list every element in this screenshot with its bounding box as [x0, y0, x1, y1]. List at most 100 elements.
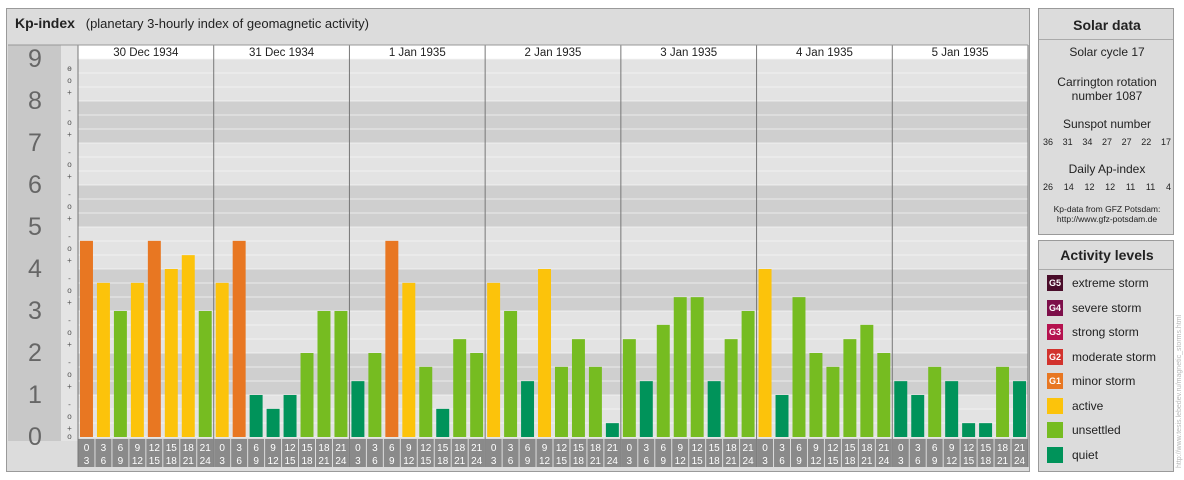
- hour-end-label: 3: [84, 456, 90, 467]
- kp-bar: [724, 339, 738, 437]
- day-label: 3 Jan 1935: [660, 47, 717, 59]
- hour-box: [638, 439, 655, 467]
- minor-tick-label: -: [68, 148, 71, 157]
- ap-values: 26 14 12 12 11 11 4: [1043, 182, 1171, 192]
- watermark: http://www.tesis.lebedev.ru/magnetic_sto…: [1176, 260, 1184, 470]
- hour-start-label: 9: [677, 443, 683, 454]
- kp-bar: [979, 423, 993, 437]
- carrington-line-2: number 1087: [1071, 89, 1143, 103]
- hour-box: [316, 439, 332, 467]
- minor-tick-label: o: [67, 328, 72, 337]
- day-label: 2 Jan 1935: [525, 47, 582, 59]
- minor-tick-label: -: [68, 232, 71, 241]
- hour-box: [824, 439, 841, 467]
- kp-chart-panel: Kp-index (planetary 3-hourly index of ge…: [6, 8, 1030, 472]
- hour-end-label: 6: [644, 456, 650, 467]
- day-label: 5 Jan 1935: [932, 47, 989, 59]
- kp-bar: [385, 240, 399, 437]
- hour-box: [740, 439, 757, 467]
- minor-tick-label: o: [67, 370, 72, 379]
- hour-start-label: 0: [219, 443, 225, 454]
- hour-start-label: 21: [878, 443, 890, 454]
- legend-swatch: G1: [1047, 373, 1063, 389]
- hour-end-label: 15: [149, 456, 161, 467]
- hour-start-label: 12: [420, 443, 432, 454]
- hour-box: [366, 439, 383, 467]
- hour-end-label: 24: [607, 456, 619, 467]
- minor-tick-label: -: [68, 274, 71, 283]
- hour-box: [960, 439, 977, 467]
- hour-start-label: 0: [84, 443, 90, 454]
- hour-end-label: 21: [590, 456, 602, 467]
- solar-data-title: Solar data: [1073, 17, 1141, 33]
- kp-bar: [775, 395, 789, 437]
- hour-end-label: 3: [355, 456, 361, 467]
- hour-end-label: 18: [301, 456, 313, 467]
- hour-start-label: 12: [556, 443, 568, 454]
- hour-start-label: 12: [963, 443, 975, 454]
- y-tick-label: 3: [28, 297, 42, 325]
- watermark-text: http://www.tesis.lebedev.ru/magnetic_sto…: [1176, 314, 1183, 468]
- legend-label: unsettled: [1072, 423, 1121, 437]
- ap-value: 11: [1125, 182, 1136, 192]
- y-tick-label: 6: [28, 171, 42, 199]
- hour-end-label: 12: [132, 456, 144, 467]
- kp-bar: [894, 381, 908, 437]
- minor-tick-label: -: [68, 64, 71, 73]
- hour-start-label: 15: [709, 443, 721, 454]
- minor-tick-label: o: [67, 412, 72, 421]
- kp-bar-chart: 0123456789+o-+o-+o-+o-+o-+o-+o-+o-+o-oo3…: [8, 44, 1029, 467]
- legend-item-unsettled: unsettled: [1047, 421, 1121, 439]
- sunspot-label: Sunspot number: [1062, 117, 1152, 131]
- hour-start-label: 3: [236, 443, 242, 454]
- chart-title-strip: Kp-index (planetary 3-hourly index of ge…: [15, 15, 369, 31]
- legend-item-extreme-storm: G5 extreme storm: [1047, 274, 1149, 292]
- kp-bar: [504, 311, 518, 437]
- hour-start-label: 3: [372, 443, 378, 454]
- day-label: 30 Dec 1934: [113, 47, 179, 59]
- kp-bar: [1013, 381, 1026, 437]
- hour-start-label: 21: [743, 443, 755, 454]
- hour-box: [977, 439, 994, 467]
- hour-box: [231, 439, 248, 467]
- hour-start-label: 15: [573, 443, 585, 454]
- hour-box: [434, 439, 451, 467]
- kp-bar: [147, 240, 161, 437]
- hour-start-label: 6: [525, 443, 531, 454]
- kp-bar: [843, 339, 857, 437]
- legend-swatch: G5: [1047, 275, 1063, 291]
- hour-box: [112, 439, 129, 467]
- kp-bar: [809, 353, 823, 437]
- hour-box: [621, 439, 638, 467]
- hour-start-label: 6: [253, 443, 259, 454]
- hour-end-label: 9: [932, 456, 938, 467]
- kp-bar: [656, 324, 670, 437]
- kp-bar: [80, 240, 93, 437]
- hour-box: [180, 439, 197, 467]
- legend-label: strong storm: [1072, 325, 1139, 339]
- kp-bar: [266, 408, 280, 437]
- legend-item-quiet: quiet: [1047, 446, 1098, 464]
- minor-tick-label: +: [67, 172, 72, 181]
- hour-end-label: 24: [743, 456, 755, 467]
- hour-end-label: 21: [861, 456, 873, 467]
- source-link[interactable]: http://www.gfz-potsdam.de: [1056, 214, 1158, 224]
- activity-legend-panel: Activity levels G5 extreme storm G4 severe …: [1038, 240, 1174, 472]
- hour-box: [146, 439, 163, 467]
- hour-end-label: 18: [166, 456, 178, 467]
- kp-bar: [690, 297, 704, 437]
- kp-bar: [130, 282, 144, 437]
- hour-end-label: 15: [420, 456, 432, 467]
- kp-bar: [215, 282, 229, 437]
- hour-box: [926, 439, 943, 467]
- y-band: [78, 143, 1028, 185]
- minor-tick-label: o: [67, 76, 72, 85]
- minor-tick-label: o: [67, 432, 72, 441]
- kp-bar: [419, 366, 433, 437]
- kp-bar: [588, 366, 602, 437]
- hour-box: [706, 439, 723, 467]
- chart-subtitle: (planetary 3-hourly index of geomagnetic…: [85, 16, 369, 31]
- kp-bar: [639, 381, 653, 437]
- minor-tick-label: +: [67, 214, 72, 223]
- hour-start-label: 21: [607, 443, 619, 454]
